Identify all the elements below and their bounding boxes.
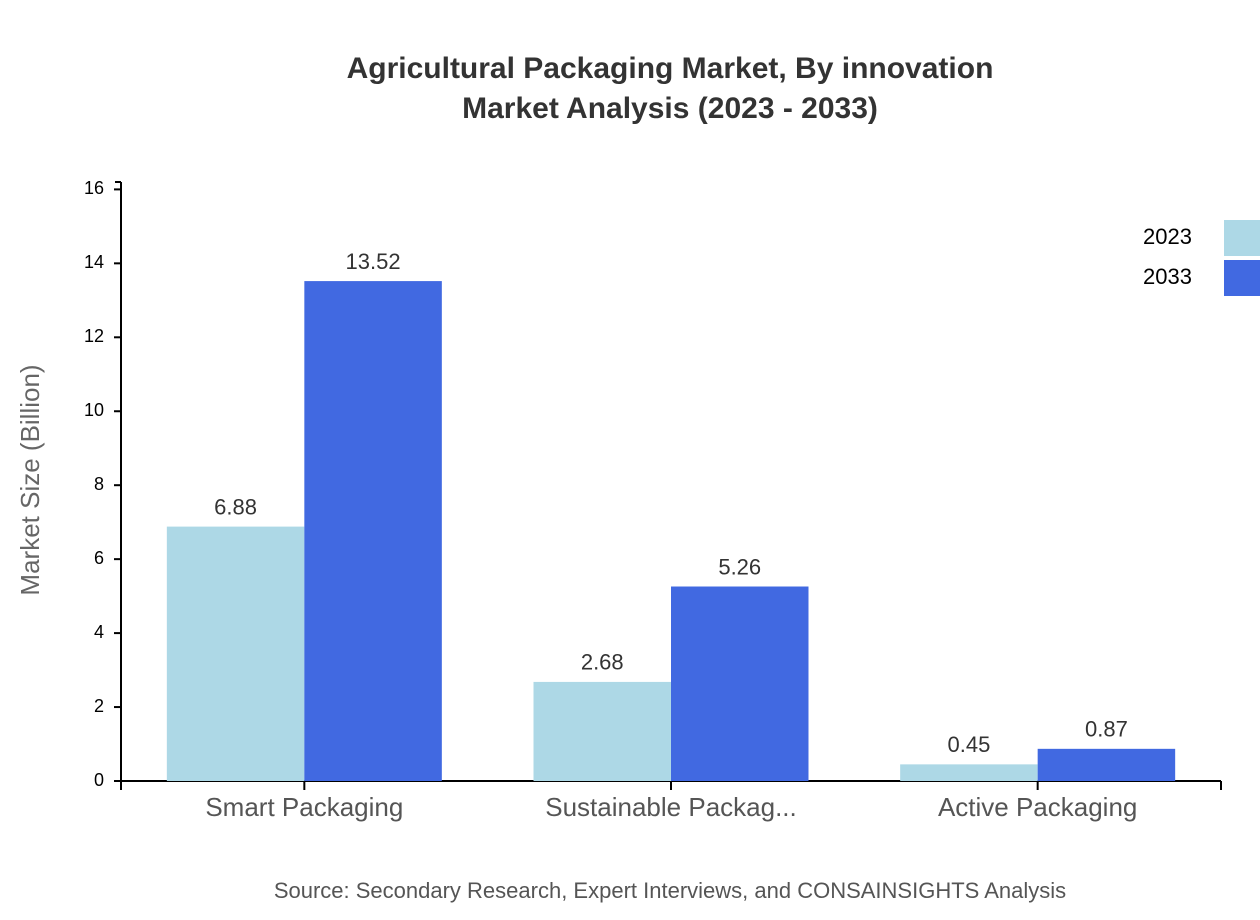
y-tick-label: 4	[94, 622, 104, 642]
y-tick-label: 14	[84, 252, 104, 272]
y-tick-label: 10	[84, 400, 104, 420]
y-tick-label: 0	[94, 770, 104, 790]
legend-swatch	[1224, 260, 1260, 296]
value-label: 5.26	[718, 554, 761, 579]
chart-title: Agricultural Packaging Market, By innova…	[347, 52, 994, 85]
bar	[671, 586, 809, 781]
x-tick-label: Sustainable Packag...	[545, 792, 797, 822]
value-label: 0.45	[948, 732, 991, 757]
legend-label: 2033	[1143, 264, 1192, 289]
y-tick-label: 8	[94, 474, 104, 494]
x-tick-label: Active Packaging	[938, 792, 1137, 822]
y-tick-label: 2	[94, 696, 104, 716]
y-tick-label: 16	[84, 178, 104, 198]
bar	[900, 764, 1038, 781]
value-label: 2.68	[581, 650, 624, 675]
legend-swatch	[1224, 220, 1260, 256]
bar	[166, 526, 305, 781]
y-tick-label: 6	[94, 548, 104, 568]
bar	[304, 281, 442, 781]
y-tick-label: 12	[84, 326, 104, 346]
chart-subtitle: Market Analysis (2023 - 2033)	[462, 92, 878, 125]
source-note: Source: Secondary Research, Expert Inter…	[274, 878, 1066, 903]
value-label: 6.88	[214, 494, 257, 519]
bar	[1037, 748, 1176, 781]
y-axis-label: Market Size (Billion)	[15, 364, 45, 595]
bar	[533, 681, 671, 781]
x-tick-label: Smart Packaging	[205, 792, 403, 822]
legend-label: 2023	[1143, 224, 1192, 249]
value-label: 13.52	[346, 249, 401, 274]
value-label: 0.87	[1085, 717, 1128, 742]
